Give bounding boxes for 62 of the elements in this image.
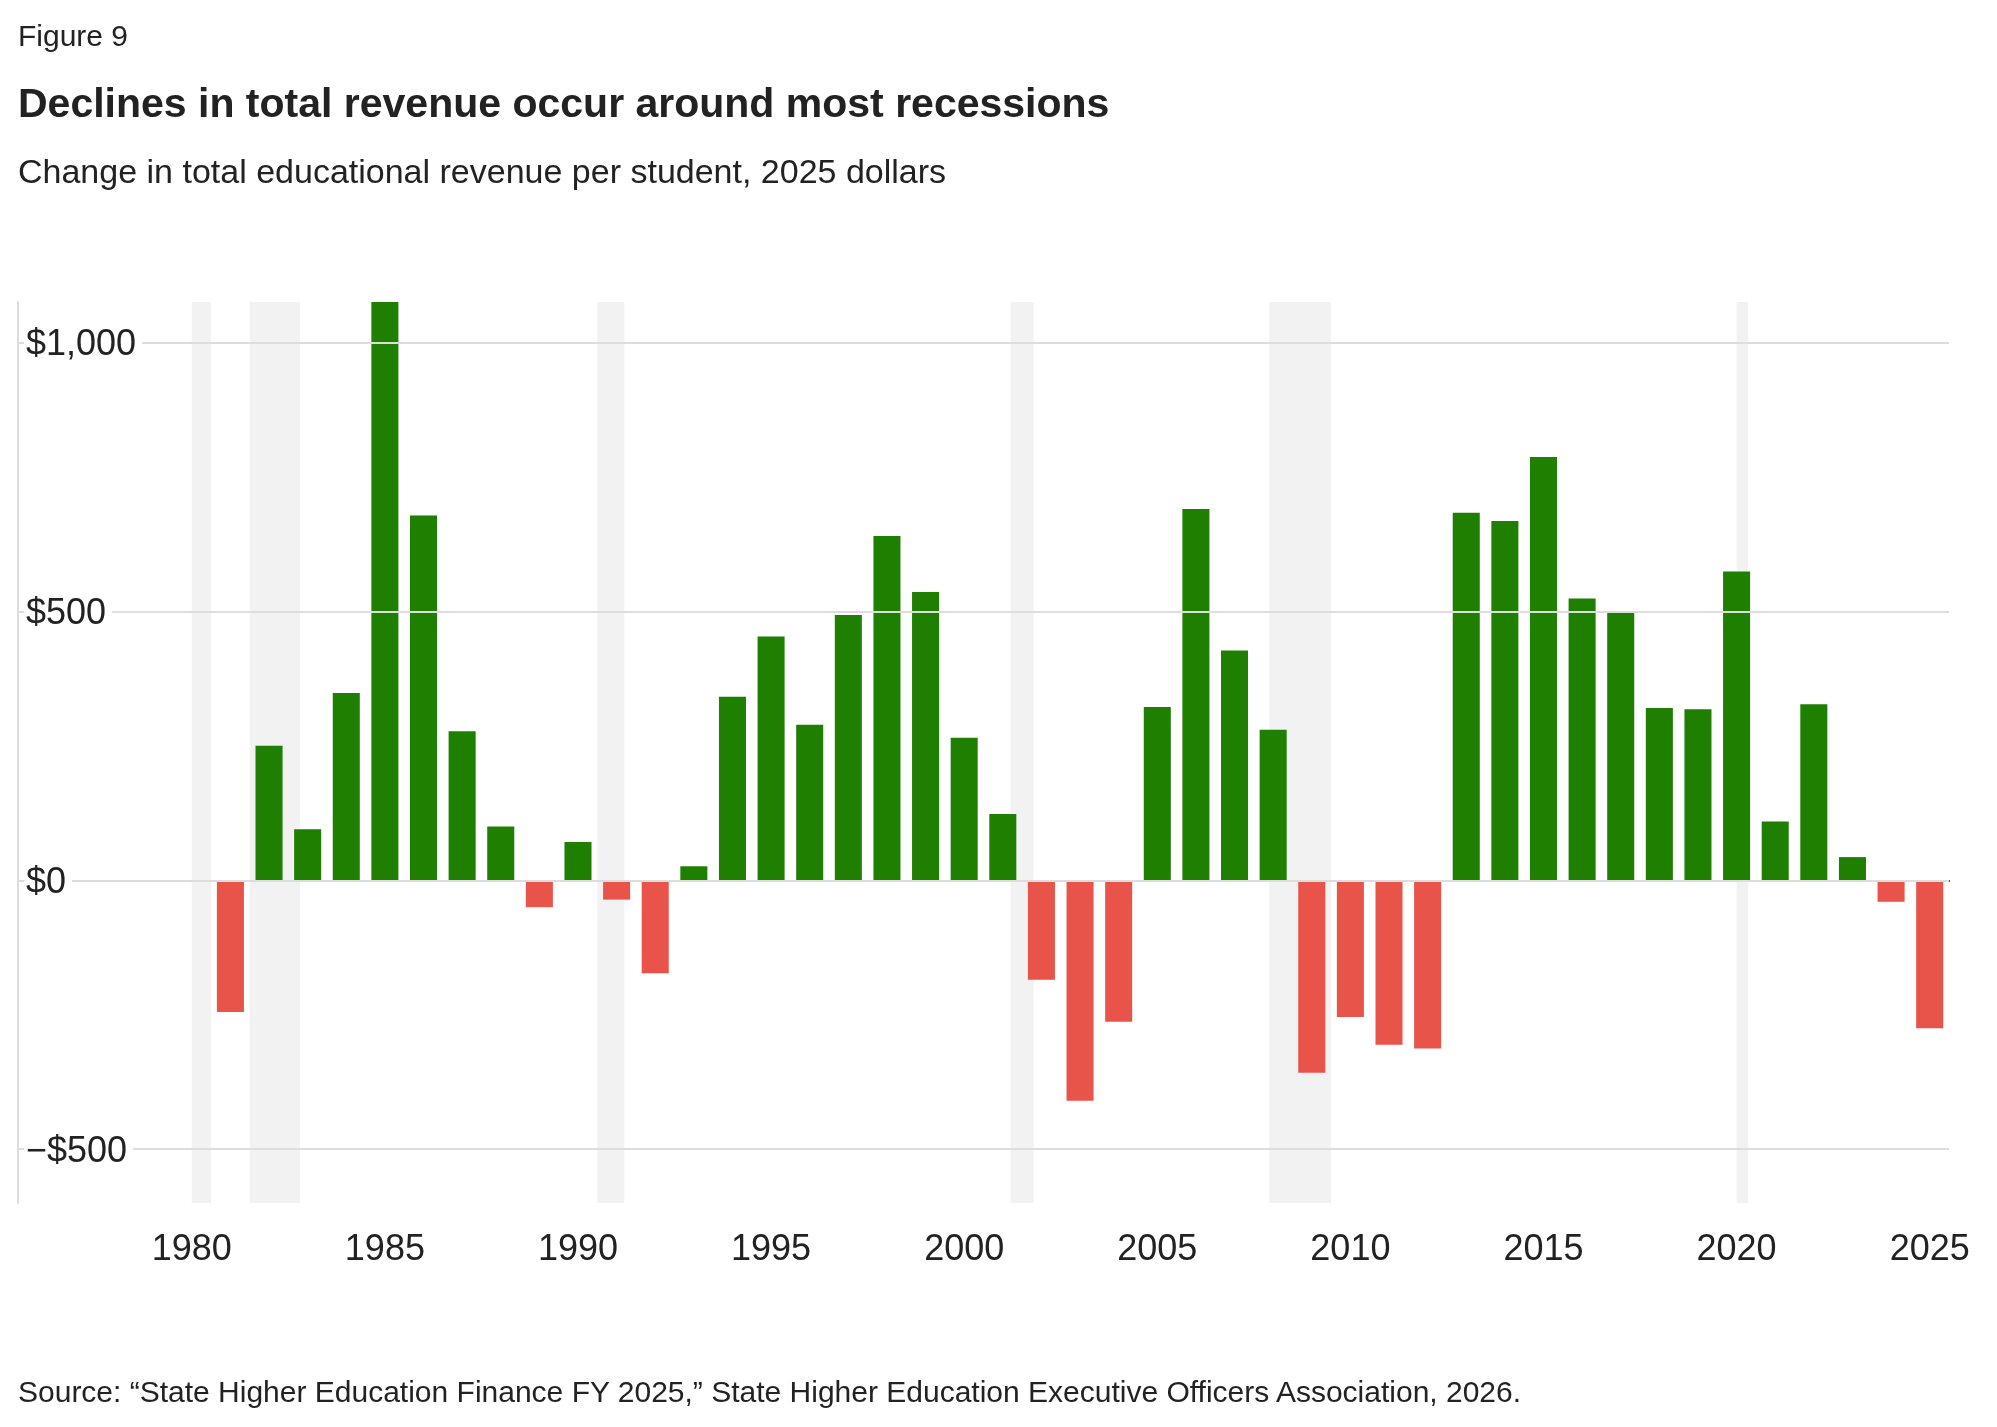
bar — [1259, 729, 1287, 881]
y-tick-label: $500 — [26, 590, 107, 632]
bar — [409, 515, 438, 881]
x-tick-label: 1995 — [731, 1226, 812, 1268]
bar — [525, 880, 553, 908]
bar — [950, 737, 978, 881]
bar — [1182, 509, 1210, 881]
bar — [1645, 708, 1673, 881]
bar — [1452, 512, 1480, 881]
bar — [1143, 707, 1171, 881]
bar — [1298, 880, 1326, 1073]
bar — [1336, 880, 1364, 1017]
bar — [1877, 880, 1905, 902]
chart-title: Declines in total revenue occur around most recessions — [18, 79, 1110, 126]
x-tick-label: 1990 — [537, 1226, 619, 1268]
x-tick-label: 1985 — [344, 1226, 425, 1268]
bar — [680, 866, 708, 881]
x-tick-label: 2025 — [1889, 1226, 1970, 1268]
bar — [1568, 598, 1596, 881]
bar — [603, 880, 631, 900]
bar — [1684, 709, 1712, 881]
y-tick-label: −$500 — [26, 1128, 128, 1170]
x-tick-label: 2015 — [1503, 1226, 1584, 1268]
bar — [834, 615, 862, 881]
bar — [1916, 880, 1944, 1029]
x-tick-label: 2000 — [924, 1226, 1005, 1268]
bar — [912, 591, 940, 881]
bar — [1027, 880, 1055, 980]
y-tick-label: $1,000 — [26, 321, 137, 363]
bar — [796, 724, 824, 881]
bar — [332, 693, 360, 881]
x-tick-label: 2005 — [1117, 1226, 1198, 1268]
bar — [718, 696, 746, 881]
bar — [448, 731, 476, 881]
bar — [1529, 456, 1558, 881]
bar — [487, 826, 515, 881]
source-note: Source: “State Higher Education Finance FY 2025,” State Higher Education Executive Officers Association, 2026. — [18, 1374, 1522, 1408]
bar — [1838, 857, 1866, 881]
bar — [371, 302, 399, 881]
bar — [1414, 880, 1442, 1049]
x-tick-label: 1980 — [151, 1226, 232, 1268]
chart-subtitle: Change in total educational revenue per student, 2025 dollars — [18, 152, 947, 190]
bar — [1105, 880, 1133, 1022]
bar — [294, 829, 322, 881]
bar — [1761, 821, 1789, 881]
bar — [1375, 880, 1403, 1045]
bar — [255, 745, 283, 881]
bar — [1221, 650, 1249, 881]
bar — [873, 535, 901, 881]
y-tick-label: $0 — [26, 859, 67, 901]
bar — [989, 814, 1017, 881]
x-tick-label: 2020 — [1696, 1226, 1777, 1268]
x-tick-label: 2010 — [1310, 1226, 1391, 1268]
bar — [641, 880, 669, 974]
bar — [757, 636, 785, 881]
bar — [216, 880, 244, 1013]
bar — [564, 842, 592, 881]
bar — [1491, 520, 1519, 881]
caption: Figure 9 — [18, 18, 129, 52]
bar — [1066, 880, 1094, 1101]
bar — [1800, 704, 1828, 881]
bar — [1607, 611, 1635, 881]
